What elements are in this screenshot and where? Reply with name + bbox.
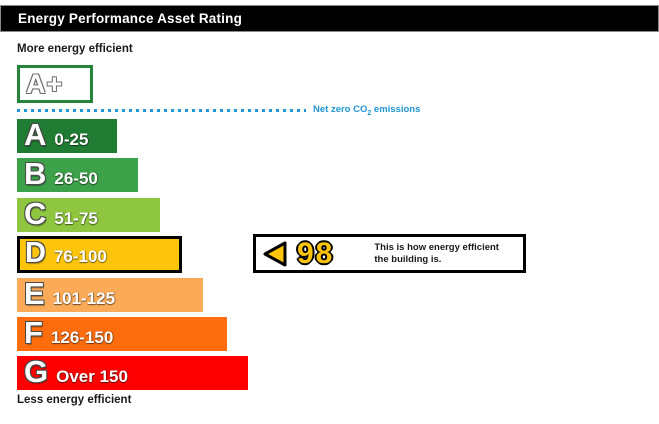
band-d-range: 76-100: [53, 247, 107, 266]
band-f-range: 126-150: [50, 328, 114, 347]
band-f: F 126-150: [17, 317, 227, 351]
title-bar: Energy Performance Asset Rating: [0, 5, 659, 32]
band-e-range: 101-125: [52, 289, 116, 308]
band-e: E 101-125: [17, 278, 203, 312]
band-a: A 0-25: [17, 119, 117, 153]
net-zero-text-suffix: emissions: [371, 104, 421, 115]
band-f-letter: F: [24, 315, 43, 350]
net-zero-label: Net zero CO2 emissions: [313, 104, 420, 117]
net-zero-text-prefix: Net zero CO: [313, 104, 368, 115]
page-title: Energy Performance Asset Rating: [18, 11, 243, 26]
less-energy-efficient-label: Less energy efficient: [17, 394, 132, 406]
net-zero-dotted-line: [17, 109, 306, 112]
band-a-letter: A: [24, 117, 47, 152]
band-d: D 76-100: [17, 236, 182, 273]
band-a-range: 0-25: [54, 130, 89, 149]
rating-indicator-box: 98 This is how energy efficient the buil…: [253, 234, 526, 273]
co2-subscript: 2: [367, 109, 372, 117]
band-d-letter: D: [25, 237, 46, 269]
band-g-range: Over 150: [56, 367, 128, 386]
more-energy-efficient-label: More energy efficient: [17, 43, 133, 55]
rating-description-line1: This is how energy efficient: [374, 241, 499, 253]
rating-value: 98: [297, 236, 335, 270]
band-c: C 51-75: [17, 198, 160, 232]
band-a-plus-label: A+: [26, 68, 64, 99]
band-c-letter: C: [24, 196, 47, 231]
band-g-letter: G: [24, 354, 49, 389]
rating-description-line2: the building is.: [374, 253, 442, 265]
band-c-range: 51-75: [54, 209, 98, 228]
left-arrow-icon: [263, 241, 287, 266]
band-e-letter: E: [24, 276, 45, 311]
band-b-letter: B: [24, 156, 47, 191]
band-g: G Over 150: [17, 356, 248, 390]
band-b: B 26-50: [17, 158, 138, 192]
band-a-plus: A+: [17, 65, 93, 103]
band-b-range: 26-50: [54, 169, 98, 188]
rating-description: This is how energy efficient the buildin…: [374, 242, 499, 266]
